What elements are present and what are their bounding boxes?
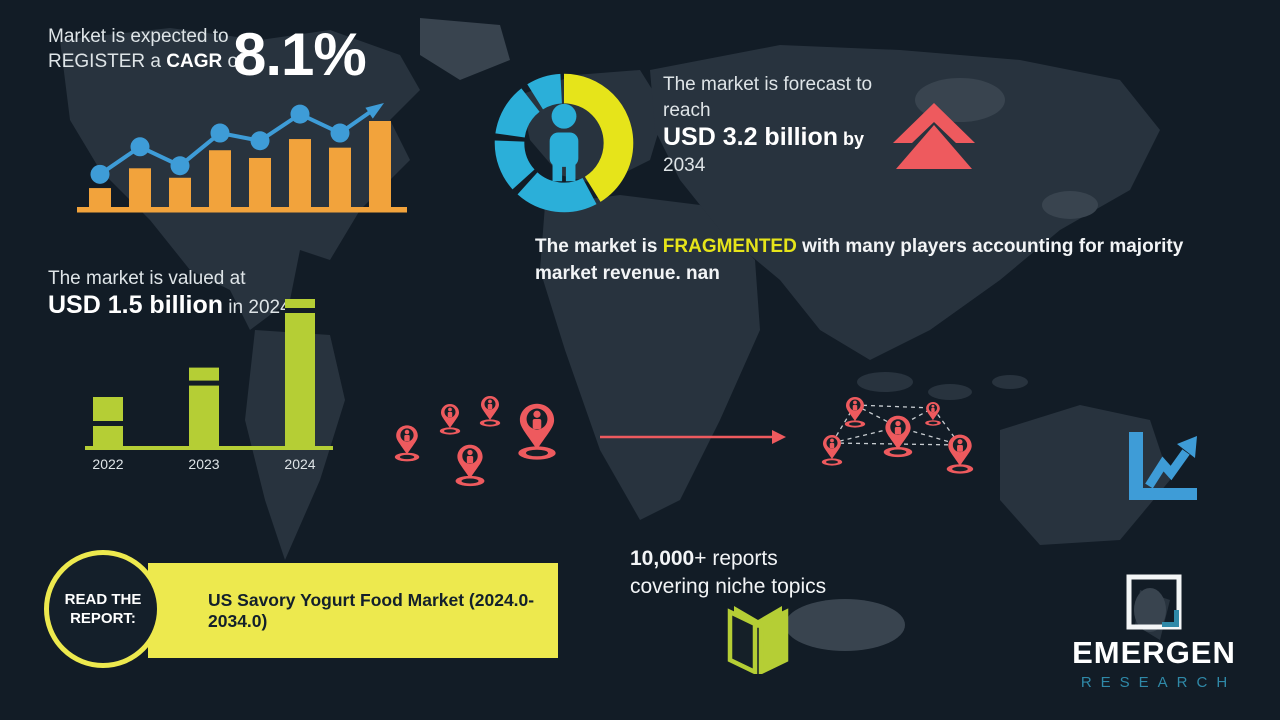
valuation-value: USD 1.5 billion xyxy=(48,291,224,319)
forecast-line2: reach xyxy=(663,100,711,121)
logo-square-icon xyxy=(1126,574,1182,630)
map-pins-scattered xyxy=(394,396,556,487)
valuation-line1: The market is valued at xyxy=(48,268,246,289)
forecast-value: USD 3.2 billion xyxy=(663,123,839,151)
valuation-headline: The market is valued at USD 1.5 billion … xyxy=(48,266,291,321)
forecast-line1: The market is forecast to xyxy=(663,74,873,95)
person-icon xyxy=(549,103,579,182)
cagr-line2: REGISTER a CAGR of xyxy=(48,51,244,72)
cagr-value: 8.1% xyxy=(233,21,367,88)
logo-name: EMERGEN xyxy=(1072,635,1236,670)
growth-bar-line-chart xyxy=(77,103,407,213)
forecast-value-line: USD 3.2 billion by xyxy=(663,123,865,151)
fragmented-highlight: FRAGMENTED xyxy=(662,236,797,257)
reports-count-line2: covering niche topics xyxy=(630,575,827,598)
brand-logo: EMERGEN RESEARCH xyxy=(1060,573,1248,691)
cagr-headline: Market is expected to REGISTER a CAGR of xyxy=(48,24,243,74)
report-banner[interactable]: US Savory Yogurt Food Market (2024.0-203… xyxy=(148,563,558,658)
logo-subtitle: RESEARCH xyxy=(1080,674,1237,691)
forecast-year: 2034 xyxy=(663,155,706,176)
svg-text:2022: 2022 xyxy=(92,456,123,472)
forecast-headline: The market is forecast to reach USD 3.2 … xyxy=(663,72,943,179)
valuation-value-line: USD 1.5 billion in 2024 xyxy=(48,291,291,319)
trending-chart-icon xyxy=(1129,432,1197,500)
svg-text:2023: 2023 xyxy=(188,456,219,472)
transition-arrow xyxy=(600,430,786,444)
reports-count-line: 10,000+ reports xyxy=(630,547,778,570)
market-share-donut-chart xyxy=(494,73,634,213)
map-pins-network xyxy=(821,397,974,474)
reports-count-block: 10,000+ reports covering niche topics xyxy=(630,545,826,601)
open-book-icon xyxy=(727,606,789,674)
cagr-line1: Market is expected to xyxy=(48,26,229,47)
fragmented-statement: The market is FRAGMENTED with many playe… xyxy=(535,236,1184,284)
svg-text:2024: 2024 xyxy=(284,456,315,472)
valuation-bar-chart: 2022 2023 2024 xyxy=(85,299,333,472)
read-the-report-badge[interactable]: READ THE REPORT: xyxy=(44,550,162,668)
double-up-arrow-icon xyxy=(893,103,975,169)
report-banner-label: US Savory Yogurt Food Market (2024.0-203… xyxy=(208,589,535,631)
read-the-report-label: READ THE REPORT: xyxy=(64,591,142,627)
